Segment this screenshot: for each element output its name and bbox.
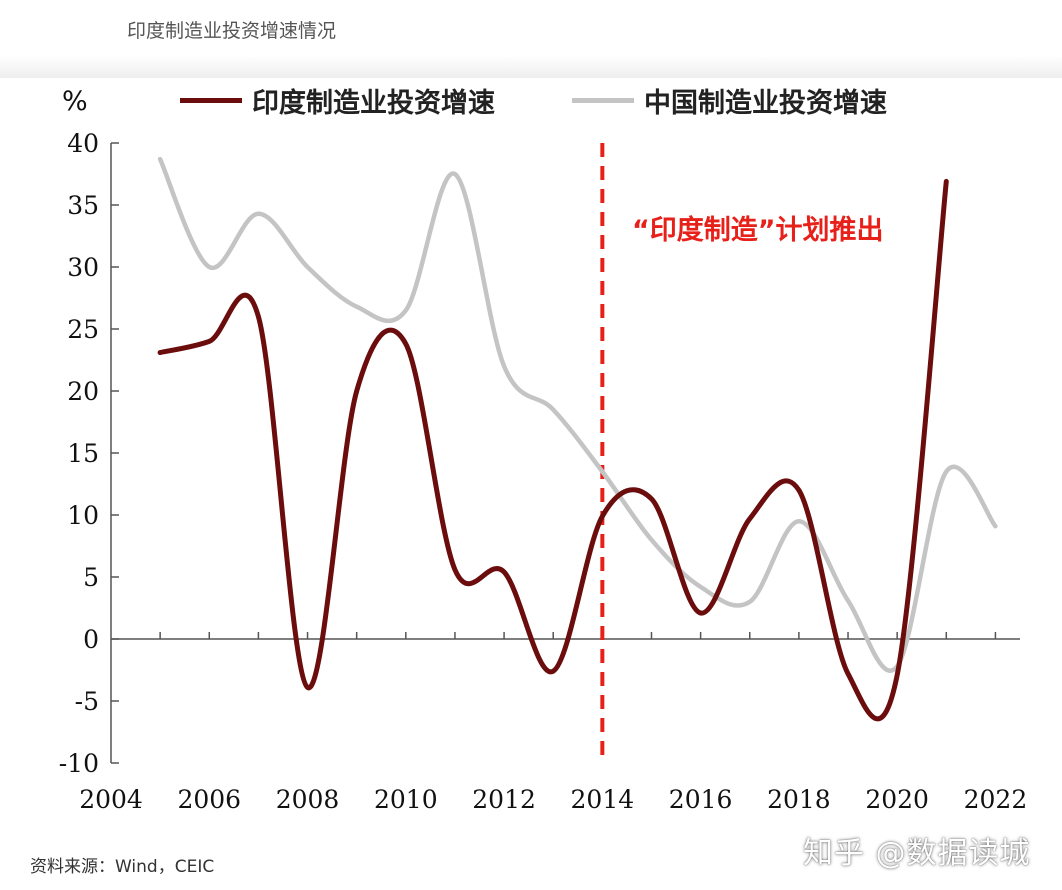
y-tick-label: 10: [67, 501, 99, 530]
chart-series: [157, 156, 998, 722]
x-tick-label: 2006: [177, 785, 241, 814]
series-line-china: [157, 156, 998, 673]
legend-label-china: 中国制造业投资增速: [644, 87, 887, 119]
x-tick-label: 2020: [865, 785, 929, 814]
y-tick-label: 25: [67, 315, 99, 344]
x-tick-label: 2018: [767, 785, 831, 814]
legend-swatch-china: [572, 97, 634, 103]
annotation-make-in-india: “印度制造”计划推出: [632, 215, 884, 246]
x-tick-label: 2014: [571, 785, 635, 814]
source-note: 资料来源：Wind，CEIC: [30, 857, 215, 877]
legend-label-india: 印度制造业投资增速: [252, 87, 495, 119]
y-unit-label: %: [62, 86, 88, 117]
y-tick-label: 0: [83, 625, 99, 654]
legend-swatch-india: [180, 97, 242, 103]
y-tick-label: 20: [67, 377, 99, 406]
watermark: 知乎 @数据读城: [803, 836, 1031, 871]
page-caption: 印度制造业投资增速情况: [127, 20, 337, 42]
legend-entry-china: 中国制造业投资增速: [572, 80, 887, 120]
y-tick-label: 5: [83, 563, 99, 592]
x-tick-label: 2010: [374, 785, 438, 814]
y-tick-label: 30: [67, 253, 99, 282]
series-line-india: [157, 178, 949, 722]
header-band: [0, 0, 1062, 78]
y-tick-label: 35: [67, 191, 99, 220]
y-tick-label: 40: [67, 129, 99, 158]
x-tick-label: 2004: [79, 785, 143, 814]
x-tick-label: 2022: [964, 785, 1028, 814]
y-tick-label: -10: [59, 749, 99, 778]
y-tick-label: -5: [75, 687, 99, 716]
y-tick-label: 15: [67, 439, 99, 468]
x-tick-label: 2008: [276, 785, 340, 814]
legend-entry-india: 印度制造业投资增速: [180, 80, 495, 120]
chart-axes: 40 35 30 25 20 15 10 5 0 -5 -10 2004 2006 2008 2010 201…: [59, 129, 1028, 814]
x-tick-label: 2012: [472, 785, 536, 814]
x-tick-label: 2016: [669, 785, 733, 814]
